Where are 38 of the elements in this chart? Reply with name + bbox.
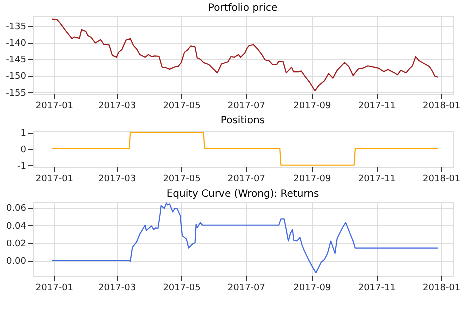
x-tick-label: 2017-01 [36,174,74,184]
x-tick-label: 2017-09 [294,284,332,294]
x-tick-label: 2017-03 [98,102,136,112]
y-tick-label: 0 [20,146,27,156]
x-tick-label: 2017-11 [358,284,396,294]
x-tick-label: 2017-07 [228,284,266,294]
y-tick-label: -150 [6,72,27,82]
y-tick-label: -140 [6,39,27,50]
x-tick-label: 2017-03 [98,284,136,294]
x-tick-label: 2017-09 [294,174,332,184]
x-tick-label: 2017-07 [228,174,266,184]
x-tick-label: 2017-05 [163,284,201,294]
y-tick-label: 0.00 [6,257,27,268]
chart-title: Portfolio price [208,3,278,14]
y-tick-label: -145 [6,56,26,66]
x-tick-label: 2017-07 [228,102,266,112]
line-series [52,202,439,274]
x-tick-label: 2017-11 [358,102,396,112]
x-tick-label: 2017-09 [294,102,332,112]
line-series [52,18,439,92]
y-tick-label: -1 [18,162,26,172]
y-tick-label: -155 [6,88,26,99]
x-tick-label: 2018-01 [423,102,461,112]
y-tick-label: 0.02 [6,240,26,250]
y-tick-label: -135 [6,22,26,32]
x-tick-label: 2017-01 [36,284,74,294]
y-tick-label: 1 [20,129,26,140]
x-tick-label: 2018-01 [423,174,461,184]
y-tick-label: 0.06 [6,204,27,214]
x-tick-label: 2018-01 [423,284,461,294]
x-tick-label: 2017-11 [358,174,396,184]
y-tick-label: 0.04 [6,222,27,232]
x-tick-label: 2017-05 [163,174,201,184]
x-tick-label: 2017-03 [98,174,136,184]
x-tick-label: 2017-05 [163,102,201,112]
chart-title: Equity Curve (Wrong): Returns [166,189,320,200]
chart-title: Positions [220,116,266,127]
x-tick-label: 2017-01 [36,102,74,112]
